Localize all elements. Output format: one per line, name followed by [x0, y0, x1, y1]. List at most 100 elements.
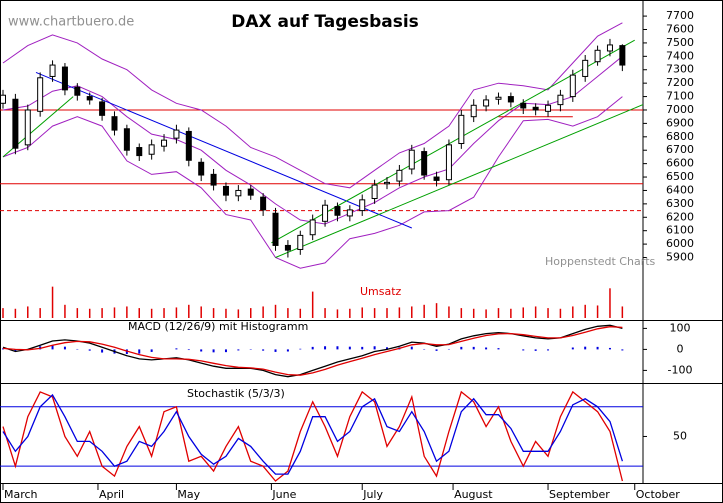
- candle-body: [322, 204, 329, 222]
- candle-body: [235, 189, 242, 197]
- y-tick-label: 7200: [666, 76, 694, 89]
- candle-body: [346, 209, 353, 217]
- y-tick-label: 6300: [666, 197, 694, 210]
- x-tick-label: September: [549, 488, 610, 501]
- candle-body: [545, 104, 552, 112]
- candle-body: [297, 234, 304, 250]
- candle-body: [445, 144, 452, 181]
- candle-body: [371, 184, 378, 200]
- candle-body: [284, 244, 291, 251]
- candle-body: [334, 206, 341, 216]
- y-tick-label: 6600: [666, 157, 694, 170]
- candle-body: [49, 64, 56, 77]
- candle-body: [74, 86, 81, 96]
- candle-body: [594, 49, 601, 63]
- candle-body: [483, 99, 490, 107]
- y-tick-label: 7500: [666, 36, 694, 49]
- candle-body: [185, 130, 192, 161]
- candle-body: [136, 147, 143, 157]
- y-tick-label: -100: [668, 363, 693, 376]
- candle-body: [309, 219, 316, 236]
- bollinger-band: [2, 22, 623, 189]
- candle-body: [433, 176, 440, 181]
- candle-body: [260, 196, 267, 211]
- candle-body: [210, 173, 217, 186]
- panel-title: Stochastik (5/3/3): [187, 387, 285, 400]
- candle-body: [421, 151, 428, 176]
- candle-body: [507, 96, 514, 103]
- x-tick-label: May: [177, 488, 200, 501]
- candle-body: [123, 128, 130, 151]
- y-tick-label: 6800: [666, 130, 694, 143]
- y-tick-label: 6000: [666, 237, 694, 250]
- candle-body: [532, 106, 539, 111]
- candle-body: [37, 77, 44, 112]
- series-line: [2, 324, 623, 378]
- candle-body: [61, 66, 68, 91]
- y-tick-label: 100: [670, 321, 691, 334]
- candle-body: [222, 185, 229, 196]
- x-tick-label: June: [271, 488, 296, 501]
- bollinger-band: [2, 96, 623, 269]
- plot-layer: 5900600061006200630064006500660067006800…: [0, 9, 694, 501]
- chart-title: DAX auf Tagesbasis: [231, 12, 419, 32]
- candle-body: [359, 199, 366, 212]
- candle-body: [384, 181, 390, 185]
- candle-body: [86, 96, 93, 101]
- candle-body: [606, 44, 613, 52]
- candle-body: [111, 116, 118, 131]
- candle-body: [99, 101, 106, 116]
- series-line: [2, 390, 624, 482]
- y-tick-label: 7300: [666, 63, 694, 76]
- x-tick-label: October: [636, 488, 680, 501]
- x-tick-label: August: [454, 488, 493, 501]
- trend-line: [35, 71, 412, 229]
- candle-body: [495, 96, 502, 100]
- y-tick-label: 5900: [666, 251, 694, 264]
- y-tick-label: 7400: [666, 49, 694, 62]
- y-tick-label: 7600: [666, 23, 694, 36]
- candle-body: [582, 59, 589, 77]
- y-tick-label: 6500: [666, 170, 694, 183]
- y-tick-label: 7000: [666, 103, 694, 116]
- candle-body: [198, 161, 205, 176]
- candle-body: [247, 188, 254, 196]
- y-tick-label: 7700: [666, 9, 694, 22]
- y-tick-label: 6100: [666, 224, 694, 237]
- candle-body: [557, 94, 564, 106]
- x-tick-label: April: [99, 488, 124, 501]
- y-tick-label: 0: [677, 342, 684, 355]
- watermark: www.chartbuero.de: [8, 15, 134, 30]
- candle-body: [161, 139, 168, 147]
- candle-body: [173, 129, 180, 139]
- candle-body: [0, 94, 6, 104]
- series-line: [2, 393, 624, 475]
- candle-body: [408, 149, 415, 170]
- volume-label: Umsatz: [360, 285, 402, 298]
- candle-body: [148, 144, 155, 155]
- candle-body: [619, 45, 626, 66]
- y-tick-label: 6900: [666, 116, 694, 129]
- candle-body: [12, 98, 19, 149]
- y-tick-label: 6700: [666, 143, 694, 156]
- candle-body: [396, 169, 403, 182]
- x-tick-label: July: [362, 488, 383, 501]
- candle-body: [458, 114, 465, 145]
- x-tick-label: March: [4, 488, 38, 501]
- trend-line: [271, 39, 635, 244]
- y-tick-label: 50: [673, 429, 687, 442]
- candle-body: [520, 102, 527, 109]
- candle-body: [470, 104, 477, 118]
- y-tick-label: 7100: [666, 90, 694, 103]
- candle-body: [24, 109, 31, 146]
- y-tick-label: 6400: [666, 183, 694, 196]
- source-label: Hoppenstedt Charts: [545, 255, 656, 268]
- series-line: [2, 326, 623, 376]
- y-tick-label: 6200: [666, 210, 694, 223]
- panel-title: MACD (12/26/9) mit Histogramm: [128, 320, 308, 333]
- candle-body: [569, 74, 576, 98]
- trend-line: [275, 104, 644, 258]
